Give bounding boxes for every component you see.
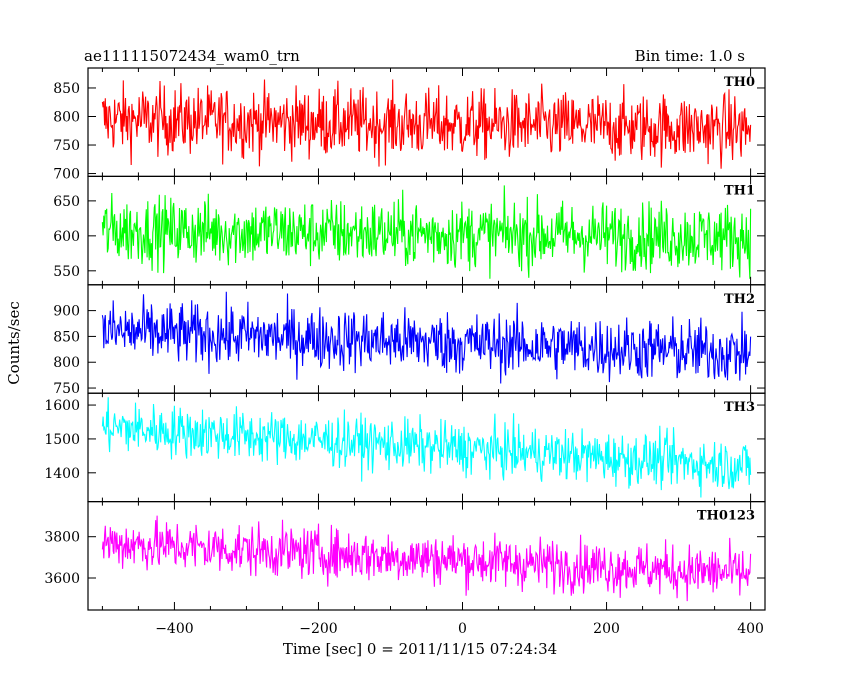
y-tick-label: 800: [53, 109, 80, 125]
x-tick-label: 0: [458, 621, 467, 637]
y-tick-label: 600: [53, 229, 80, 245]
chart-title: ae111115072434_wam0_trn: [84, 47, 300, 65]
y-axis-label: Counts/sec: [5, 301, 23, 385]
series-name-th1: TH1: [724, 183, 755, 198]
series-name-th0123: TH0123: [697, 509, 755, 524]
x-tick-label: 400: [737, 621, 764, 637]
series-th2-line: [101, 291, 752, 384]
y-tick-label: 650: [53, 194, 80, 210]
panel-th0: 700 750 800 850 TH0: [53, 67, 766, 183]
y-tick-label: 3600: [44, 571, 80, 587]
y-tick-label: 550: [53, 264, 80, 280]
series-th3-line: [101, 397, 752, 498]
y-tick-label: 750: [53, 381, 80, 397]
y-tick-label: 800: [53, 355, 80, 371]
y-tick-label: 1400: [44, 466, 80, 482]
series-name-th0: TH0: [724, 75, 755, 90]
panel-th2: 750 800 850 900 TH2: [53, 284, 766, 397]
series-th1-line: [101, 185, 752, 279]
panel-th3: 1400 1500 1600 TH3: [44, 392, 766, 503]
y-tick-label: 700: [53, 167, 80, 183]
series-th0-line: [101, 79, 752, 169]
x-tick-label: 200: [593, 621, 620, 637]
panel-th0123: 3600 3800 TH0123: [44, 501, 766, 611]
x-tick-label: −400: [155, 621, 193, 637]
y-tick-label: 850: [53, 329, 80, 345]
series-th0123-line: [101, 515, 752, 602]
y-tick-label: 1600: [44, 398, 80, 414]
y-tick-label: 850: [53, 81, 80, 97]
panel-th1: 550 600 650 TH1: [53, 175, 766, 286]
series-name-th2: TH2: [724, 292, 755, 307]
panels: 700 750 800 850 TH0 550 600 650 TH1 750 800 850 900 T…: [44, 67, 766, 637]
y-tick-label: 750: [53, 138, 80, 154]
panel-frame: [87, 392, 766, 503]
y-tick-label: 1500: [44, 432, 80, 448]
x-tick-label: −200: [299, 621, 337, 637]
y-tick-label: 900: [53, 304, 80, 320]
x-axis-label: Time [sec] 0 = 2011/11/15 07:24:34: [283, 640, 557, 658]
y-tick-label: 3800: [44, 530, 80, 546]
bin-time-label: Bin time: 1.0 s: [635, 47, 745, 65]
series-name-th3: TH3: [724, 400, 755, 415]
